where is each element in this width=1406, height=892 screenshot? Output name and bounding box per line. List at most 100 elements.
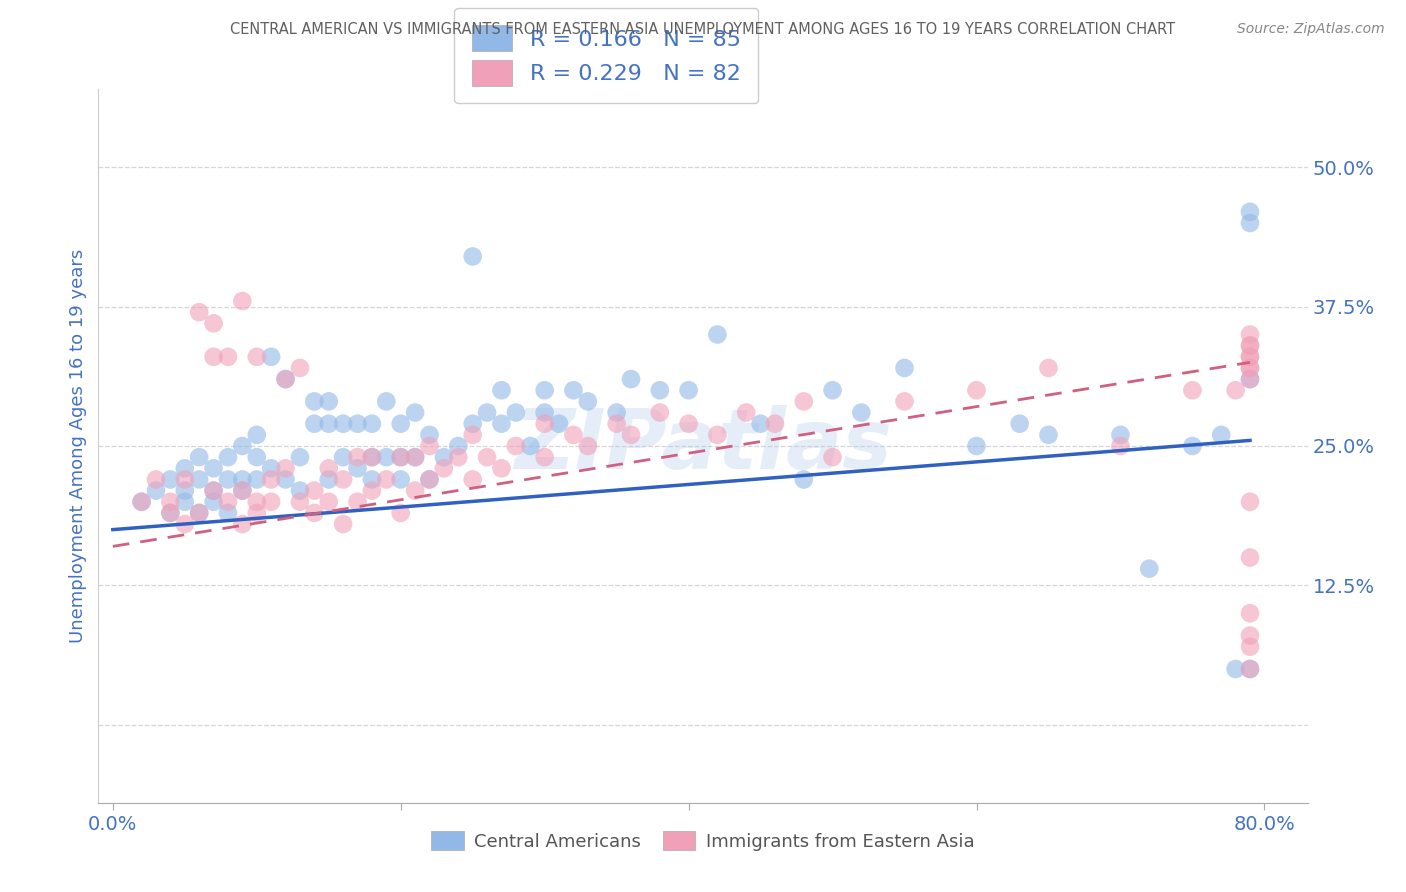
Point	[173, 483, 195, 498]
Point	[606, 405, 628, 419]
Point	[1038, 360, 1060, 375]
Text: Source: ZipAtlas.com: Source: ZipAtlas.com	[1237, 22, 1385, 37]
Point	[461, 249, 484, 263]
Point	[966, 383, 988, 397]
Point	[706, 327, 728, 342]
Point	[678, 383, 700, 397]
Point	[1239, 662, 1261, 676]
Point	[188, 506, 211, 520]
Point	[318, 417, 340, 431]
Point	[1239, 360, 1261, 375]
Point	[404, 483, 426, 498]
Point	[274, 372, 297, 386]
Point	[821, 450, 844, 464]
Point	[576, 394, 599, 409]
Point	[491, 383, 513, 397]
Point	[346, 494, 368, 508]
Point	[389, 417, 412, 431]
Point	[260, 494, 283, 508]
Point	[620, 427, 643, 442]
Point	[648, 383, 671, 397]
Point	[375, 450, 398, 464]
Point	[1239, 628, 1261, 642]
Point	[246, 506, 269, 520]
Text: ZIPatlas: ZIPatlas	[515, 406, 891, 486]
Point	[346, 417, 368, 431]
Point	[1225, 383, 1247, 397]
Point	[562, 383, 585, 397]
Point	[202, 461, 225, 475]
Point	[274, 461, 297, 475]
Point	[318, 472, 340, 486]
Point	[1239, 360, 1261, 375]
Point	[188, 506, 211, 520]
Point	[159, 506, 181, 520]
Point	[332, 516, 354, 531]
Point	[389, 450, 412, 464]
Point	[202, 316, 225, 330]
Point	[491, 417, 513, 431]
Point	[231, 439, 253, 453]
Point	[433, 450, 456, 464]
Point	[159, 494, 181, 508]
Point	[1038, 427, 1060, 442]
Point	[562, 427, 585, 442]
Point	[304, 417, 326, 431]
Point	[361, 450, 384, 464]
Point	[318, 461, 340, 475]
Point	[332, 450, 354, 464]
Point	[389, 472, 412, 486]
Point	[260, 350, 283, 364]
Point	[1181, 439, 1204, 453]
Point	[519, 439, 541, 453]
Point	[533, 405, 555, 419]
Point	[461, 427, 484, 442]
Point	[375, 472, 398, 486]
Point	[821, 383, 844, 397]
Point	[217, 494, 239, 508]
Point	[231, 472, 253, 486]
Point	[246, 494, 269, 508]
Point	[188, 305, 211, 319]
Point	[491, 461, 513, 475]
Point	[217, 350, 239, 364]
Point	[1239, 640, 1261, 654]
Point	[1239, 204, 1261, 219]
Point	[332, 417, 354, 431]
Point	[274, 372, 297, 386]
Point	[533, 450, 555, 464]
Point	[1239, 338, 1261, 352]
Point	[260, 472, 283, 486]
Point	[173, 461, 195, 475]
Point	[260, 461, 283, 475]
Point	[533, 417, 555, 431]
Point	[793, 472, 815, 486]
Point	[851, 405, 873, 419]
Point	[1239, 607, 1261, 621]
Point	[145, 483, 167, 498]
Point	[246, 472, 269, 486]
Point	[1239, 550, 1261, 565]
Point	[202, 350, 225, 364]
Point	[217, 450, 239, 464]
Point	[418, 472, 440, 486]
Point	[1181, 383, 1204, 397]
Point	[548, 417, 571, 431]
Point	[1239, 350, 1261, 364]
Point	[404, 450, 426, 464]
Point	[304, 394, 326, 409]
Point	[389, 506, 412, 520]
Point	[1239, 338, 1261, 352]
Point	[145, 472, 167, 486]
Point	[475, 450, 498, 464]
Point	[188, 450, 211, 464]
Point	[318, 494, 340, 508]
Point	[433, 461, 456, 475]
Point	[1239, 327, 1261, 342]
Point	[389, 450, 412, 464]
Point	[375, 394, 398, 409]
Point	[288, 483, 311, 498]
Point	[346, 450, 368, 464]
Point	[1239, 350, 1261, 364]
Point	[447, 450, 470, 464]
